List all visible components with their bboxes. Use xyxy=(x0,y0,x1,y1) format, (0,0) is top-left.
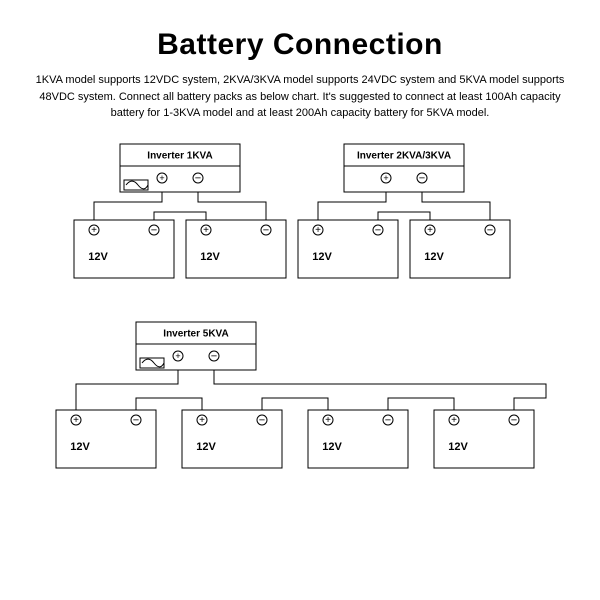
wire xyxy=(378,212,430,220)
wire xyxy=(76,370,178,410)
svg-text:+: + xyxy=(203,225,209,236)
svg-text:Inverter 5KVA: Inverter 5KVA xyxy=(163,328,228,339)
group-5kva: Inverter 5KVA + − + − 12V + − 12V + − 12V + − 12V xyxy=(56,322,546,468)
svg-text:+: + xyxy=(325,415,331,426)
wire xyxy=(318,192,386,220)
svg-text:12V: 12V xyxy=(196,440,216,452)
svg-text:Inverter 2KVA/3KVA: Inverter 2KVA/3KVA xyxy=(357,150,451,161)
page-title: Battery Connection xyxy=(0,0,600,62)
battery-12v: + − 12V xyxy=(182,410,282,468)
svg-text:+: + xyxy=(427,225,433,236)
svg-text:12V: 12V xyxy=(424,250,444,262)
wire xyxy=(262,398,328,410)
svg-text:−: − xyxy=(195,172,201,184)
battery-12v: + − 12V xyxy=(186,220,286,278)
wire xyxy=(388,398,454,410)
svg-text:+: + xyxy=(91,225,97,236)
wire xyxy=(136,398,202,410)
wire xyxy=(154,212,206,220)
wire xyxy=(94,192,162,220)
svg-text:+: + xyxy=(159,172,164,182)
svg-text:−: − xyxy=(151,224,157,236)
group-1kva: Inverter 1KVA + − + − 12V + − 12V xyxy=(74,144,286,278)
battery-12v: + − 12V xyxy=(308,410,408,468)
svg-text:−: − xyxy=(511,414,517,426)
wire xyxy=(422,192,490,220)
group-2_3kva: Inverter 2KVA/3KVA + − + − 12V + − 12V xyxy=(298,144,510,278)
battery-12v: + − 12V xyxy=(56,410,156,468)
svg-text:12V: 12V xyxy=(70,440,90,452)
wire xyxy=(198,192,266,220)
battery-12v: + − 12V xyxy=(298,220,398,278)
inverter-inverter-2kva/3kva: Inverter 2KVA/3KVA + − xyxy=(344,144,464,192)
svg-text:−: − xyxy=(385,414,391,426)
svg-text:Inverter 1KVA: Inverter 1KVA xyxy=(147,150,212,161)
svg-text:−: − xyxy=(263,224,269,236)
svg-text:+: + xyxy=(383,172,388,182)
svg-text:12V: 12V xyxy=(88,250,108,262)
inverter-inverter-1kva: Inverter 1KVA + − xyxy=(120,144,240,192)
battery-12v: + − 12V xyxy=(410,220,510,278)
description-text: 1KVA model supports 12VDC system, 2KVA/3… xyxy=(28,72,572,122)
battery-12v: + − 12V xyxy=(434,410,534,468)
svg-text:−: − xyxy=(375,224,381,236)
svg-text:+: + xyxy=(315,225,321,236)
svg-text:12V: 12V xyxy=(322,440,342,452)
svg-text:+: + xyxy=(73,415,79,426)
svg-text:12V: 12V xyxy=(312,250,332,262)
svg-text:+: + xyxy=(175,350,180,360)
svg-text:−: − xyxy=(487,224,493,236)
svg-text:−: − xyxy=(133,414,139,426)
svg-text:−: − xyxy=(419,172,425,184)
svg-text:+: + xyxy=(199,415,205,426)
connection-diagram: Inverter 1KVA+−+−12V+−12VInverter 2KVA/3… xyxy=(20,130,580,530)
svg-text:+: + xyxy=(451,415,457,426)
svg-text:12V: 12V xyxy=(200,250,220,262)
svg-text:−: − xyxy=(211,350,217,362)
wire xyxy=(214,370,546,410)
battery-12v: + − 12V xyxy=(74,220,174,278)
svg-text:12V: 12V xyxy=(448,440,468,452)
svg-text:−: − xyxy=(259,414,265,426)
inverter-inverter-5kva: Inverter 5KVA + − xyxy=(136,322,256,370)
